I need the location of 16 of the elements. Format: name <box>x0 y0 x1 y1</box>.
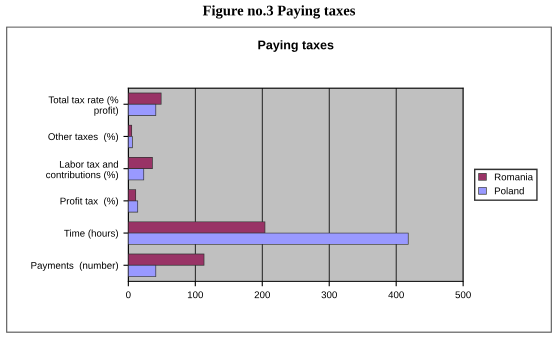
y-tick-label: Total tax rate (% profit) <box>48 96 118 116</box>
x-tick-label: 400 <box>388 291 404 298</box>
legend-label: Poland <box>494 187 524 194</box>
y-tick-label: Profit tax (%) <box>60 197 118 206</box>
y-tick-label: Labor tax and contributions (%) <box>46 160 118 180</box>
legend-label: Romania <box>494 173 534 180</box>
x-tick-label: 0 <box>126 291 131 298</box>
y-tick-label: Other taxes (%) <box>48 132 118 142</box>
chart-title: Paying taxes <box>258 40 334 52</box>
chart-subtitle: Figure no.3 Paying taxes <box>202 5 356 19</box>
y-tick-label: Payments (number) <box>31 262 118 271</box>
x-tick-label: 500 <box>455 291 471 298</box>
y-tick-label: Time (hours) <box>64 230 118 239</box>
x-tick-label: 100 <box>188 291 204 298</box>
x-tick-label: 300 <box>321 291 337 298</box>
x-tick-label: 200 <box>254 291 270 298</box>
